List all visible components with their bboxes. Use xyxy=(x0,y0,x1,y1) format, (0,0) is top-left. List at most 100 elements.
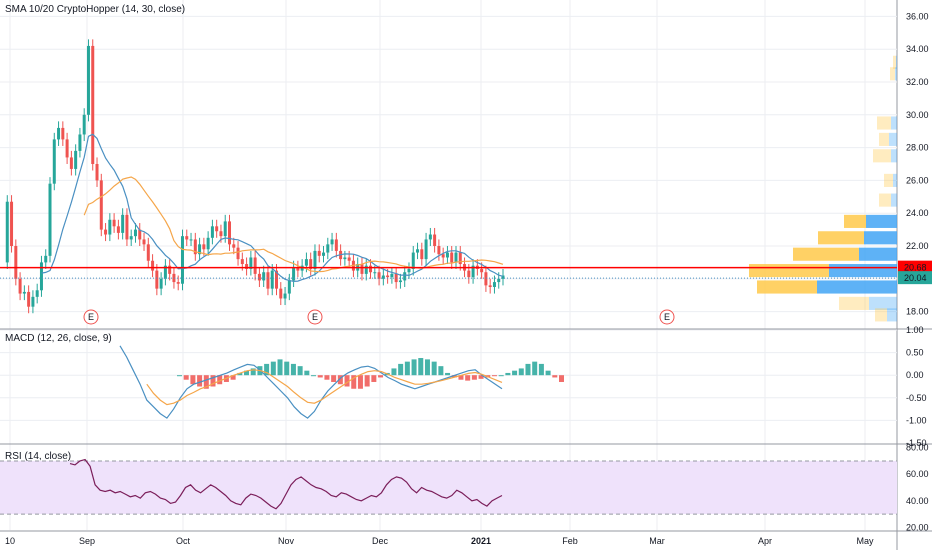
candle-body xyxy=(467,270,471,278)
macd-histogram-bar xyxy=(458,375,464,380)
macd-histogram-bar xyxy=(177,375,182,377)
candle-body xyxy=(480,268,484,273)
candle-body xyxy=(78,134,82,151)
candle-body xyxy=(309,259,313,269)
candle-body xyxy=(390,273,394,278)
candle-body xyxy=(292,267,296,281)
candle-body xyxy=(334,239,338,251)
candle-body xyxy=(347,257,351,261)
candle-body xyxy=(471,265,475,278)
candle-body xyxy=(441,254,445,258)
candle-body xyxy=(198,244,202,255)
candle-body xyxy=(411,252,415,269)
volume-profile-bar-down xyxy=(879,193,891,207)
earnings-marker[interactable] xyxy=(307,309,323,325)
macd-histogram-bar xyxy=(424,359,430,376)
x-tick-label: Dec xyxy=(372,536,389,546)
macd-histogram-bar xyxy=(277,359,283,376)
rsi-line xyxy=(69,458,503,510)
candle-body xyxy=(146,244,150,261)
volume-profile-bar-up xyxy=(891,116,897,130)
candle-body xyxy=(270,270,274,289)
macd-histogram-bar xyxy=(559,375,564,382)
candle-body xyxy=(202,244,206,250)
candle-body xyxy=(129,236,133,240)
sma-fast-line xyxy=(41,133,504,283)
macd-histogram-bar xyxy=(290,363,296,376)
candle-body xyxy=(193,239,197,255)
volume-profile-bar-down xyxy=(890,67,895,81)
candle-body xyxy=(35,290,39,297)
price-tick-label: 36.00 xyxy=(906,11,929,21)
price-tick-label: 24.00 xyxy=(906,208,929,218)
macd-histogram-bar xyxy=(190,375,196,385)
macd-histogram-bar xyxy=(237,372,243,376)
candle-body xyxy=(317,250,321,256)
candle-body xyxy=(14,246,18,279)
candle-body xyxy=(424,239,428,260)
candle-body xyxy=(125,214,129,240)
price-tick-label: 34.00 xyxy=(906,44,929,54)
candle-body xyxy=(275,270,279,289)
macd-line xyxy=(119,345,503,419)
macd-histogram-bar xyxy=(304,370,310,376)
earnings-marker-label: E xyxy=(88,312,94,322)
candle-body xyxy=(99,180,103,230)
candle-body xyxy=(39,262,43,291)
candle-body xyxy=(48,183,52,256)
macd-histogram-bar xyxy=(378,375,384,378)
macd-histogram-bar xyxy=(451,375,457,378)
candle-body xyxy=(454,252,458,263)
volume-profile-bar-up xyxy=(889,132,897,146)
candle-body xyxy=(27,291,31,307)
rsi-tick-label: 40.00 xyxy=(906,496,929,506)
volume-profile-bar-up xyxy=(817,280,897,294)
candle-body xyxy=(437,246,441,255)
candle-body xyxy=(458,252,462,265)
earnings-marker[interactable] xyxy=(659,309,675,325)
macd-histogram-bar xyxy=(337,375,343,385)
macd-histogram-bar xyxy=(498,375,504,377)
candle-body xyxy=(180,236,184,284)
candle-body xyxy=(61,127,65,140)
earnings-marker-label: E xyxy=(312,312,318,322)
candle-body xyxy=(484,272,488,286)
macd-histogram-bar xyxy=(183,375,189,380)
candle-body xyxy=(215,226,219,232)
candle-body xyxy=(65,139,69,158)
macd-histogram-bar xyxy=(478,375,484,379)
candle-body xyxy=(227,221,231,245)
current-price-tag xyxy=(898,260,932,274)
candle-body xyxy=(223,221,227,237)
macd-signal-line xyxy=(146,369,503,406)
macd-histogram-bar xyxy=(344,375,350,387)
candle-body xyxy=(5,201,9,263)
candle-body xyxy=(266,272,270,289)
candle-body xyxy=(497,278,501,283)
rsi-tick-label: 60.00 xyxy=(906,469,929,479)
candle-body xyxy=(407,268,411,273)
candle-body xyxy=(172,273,176,283)
candle-body xyxy=(91,45,95,164)
candle-body xyxy=(112,219,116,227)
price-tick-label: 30.00 xyxy=(906,110,929,120)
candle-body xyxy=(330,239,334,245)
earnings-marker[interactable] xyxy=(83,309,99,325)
macd-histogram-bar xyxy=(431,361,437,376)
candle-body xyxy=(74,150,78,169)
x-tick-label: Sep xyxy=(79,536,95,546)
macd-histogram-bar xyxy=(552,375,558,378)
macd-tick-label: 1.00 xyxy=(906,325,924,335)
candle-body xyxy=(279,288,283,299)
macd-histogram-bar xyxy=(230,375,236,380)
macd-histogram-bar xyxy=(297,366,303,376)
earnings-marker-label: E xyxy=(664,312,670,322)
macd-histogram-bar xyxy=(391,368,397,376)
candle-body xyxy=(104,229,108,235)
candle-body xyxy=(31,296,35,307)
candle-body xyxy=(151,260,155,271)
candle-body xyxy=(52,139,56,184)
candle-body xyxy=(57,127,61,140)
macd-histogram-bar xyxy=(311,375,317,377)
macd-histogram-bar xyxy=(331,375,337,382)
